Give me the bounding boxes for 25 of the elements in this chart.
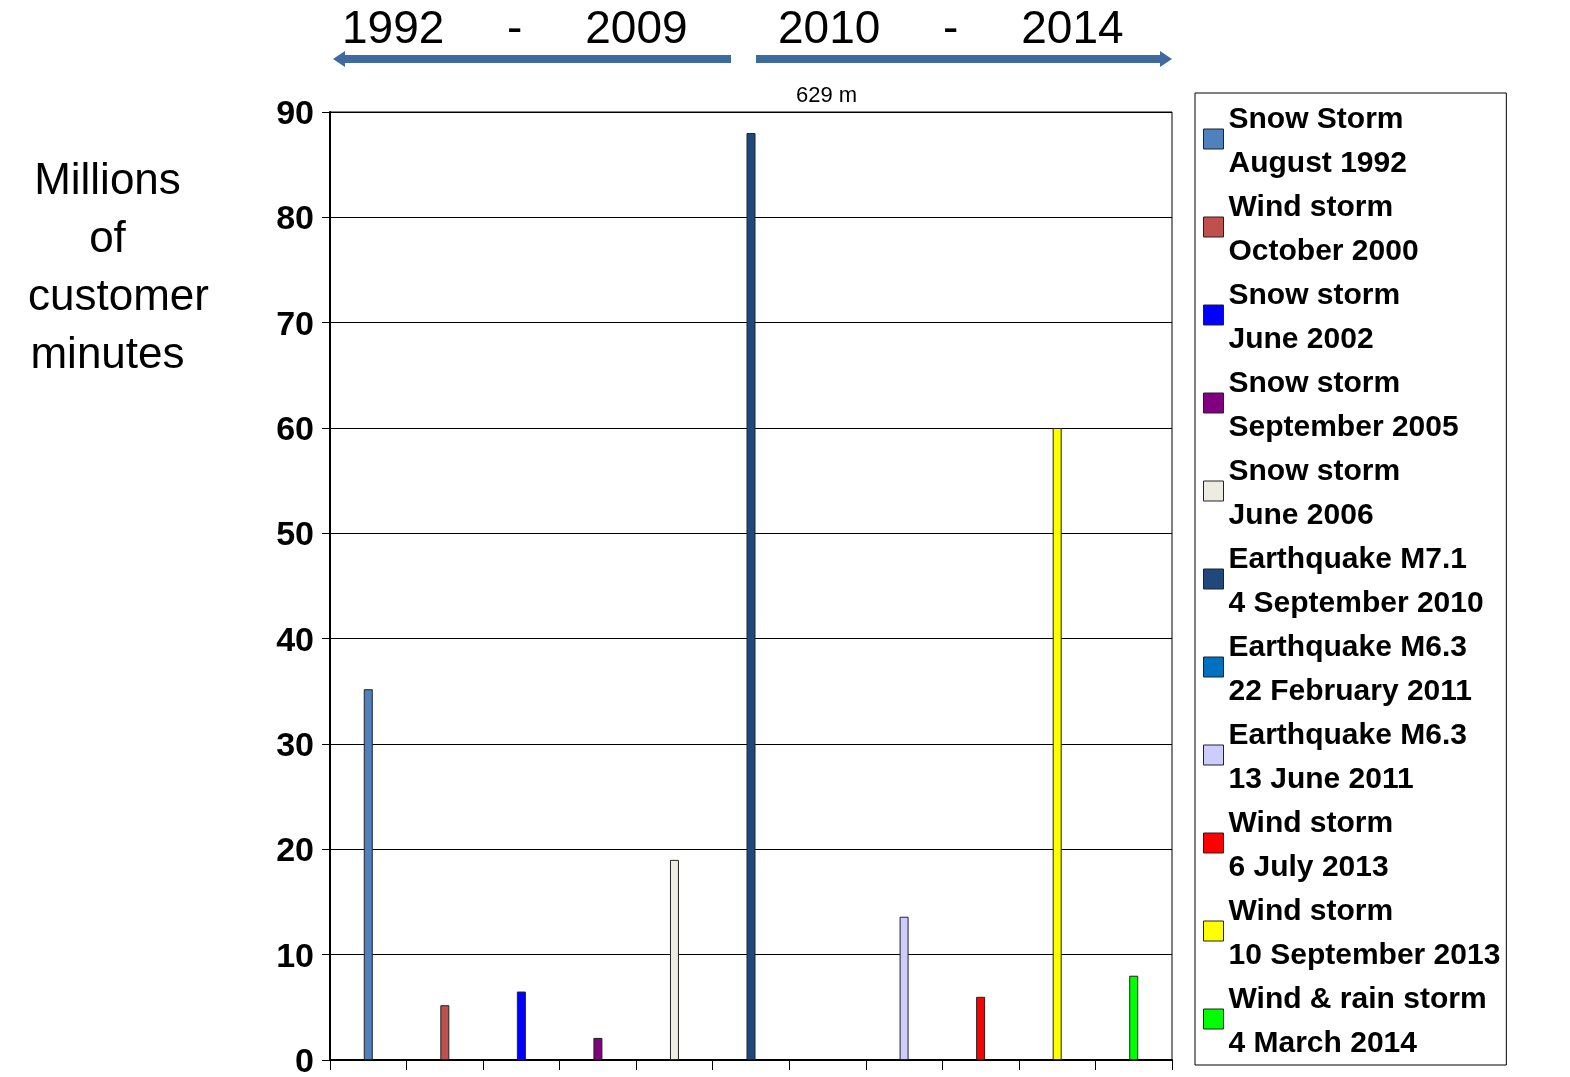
y-tick-label: 80 bbox=[276, 198, 314, 237]
text: 1992 - 2009 bbox=[342, 0, 688, 54]
legend-label: Snow storm June 2002 bbox=[1228, 276, 1401, 354]
legend-label: Wind storm October 2000 bbox=[1228, 188, 1419, 266]
legend-label: Snow storm September 2005 bbox=[1228, 364, 1459, 442]
y-tick-label: 40 bbox=[276, 619, 314, 658]
legend-label: Snow Storm August 1992 bbox=[1228, 100, 1407, 178]
y-tick-label: 60 bbox=[276, 409, 314, 447]
text: 2010 - 2014 bbox=[778, 0, 1124, 54]
text: 629 m bbox=[796, 82, 858, 108]
legend-label: Snow storm June 2006 bbox=[1228, 452, 1401, 530]
y-tick-label: 90 bbox=[276, 93, 314, 131]
legend-label: Earthquake M6.3 22 February 2011 bbox=[1228, 628, 1473, 706]
legend-label: Wind storm 6 July 2013 bbox=[1228, 804, 1394, 882]
y-tick-label: 30 bbox=[276, 725, 314, 763]
y-tick-label: 70 bbox=[276, 303, 314, 342]
y-tick-label: 0 bbox=[295, 1041, 314, 1077]
y-axis-title: Millions of customer minutes bbox=[27, 153, 210, 379]
legend-label: Wind storm 10 September 2013 bbox=[1228, 892, 1501, 970]
legend-label: Earthquake M7.1 4 September 2010 bbox=[1228, 540, 1484, 618]
y-tick-label: 10 bbox=[276, 935, 314, 974]
legend-label: Earthquake M6.3 13 June 2011 bbox=[1228, 716, 1467, 794]
y-tick-label: 20 bbox=[276, 830, 314, 869]
y-tick-label: 50 bbox=[276, 514, 314, 553]
legend-label: Wind & rain storm 4 March 2014 bbox=[1228, 980, 1487, 1058]
